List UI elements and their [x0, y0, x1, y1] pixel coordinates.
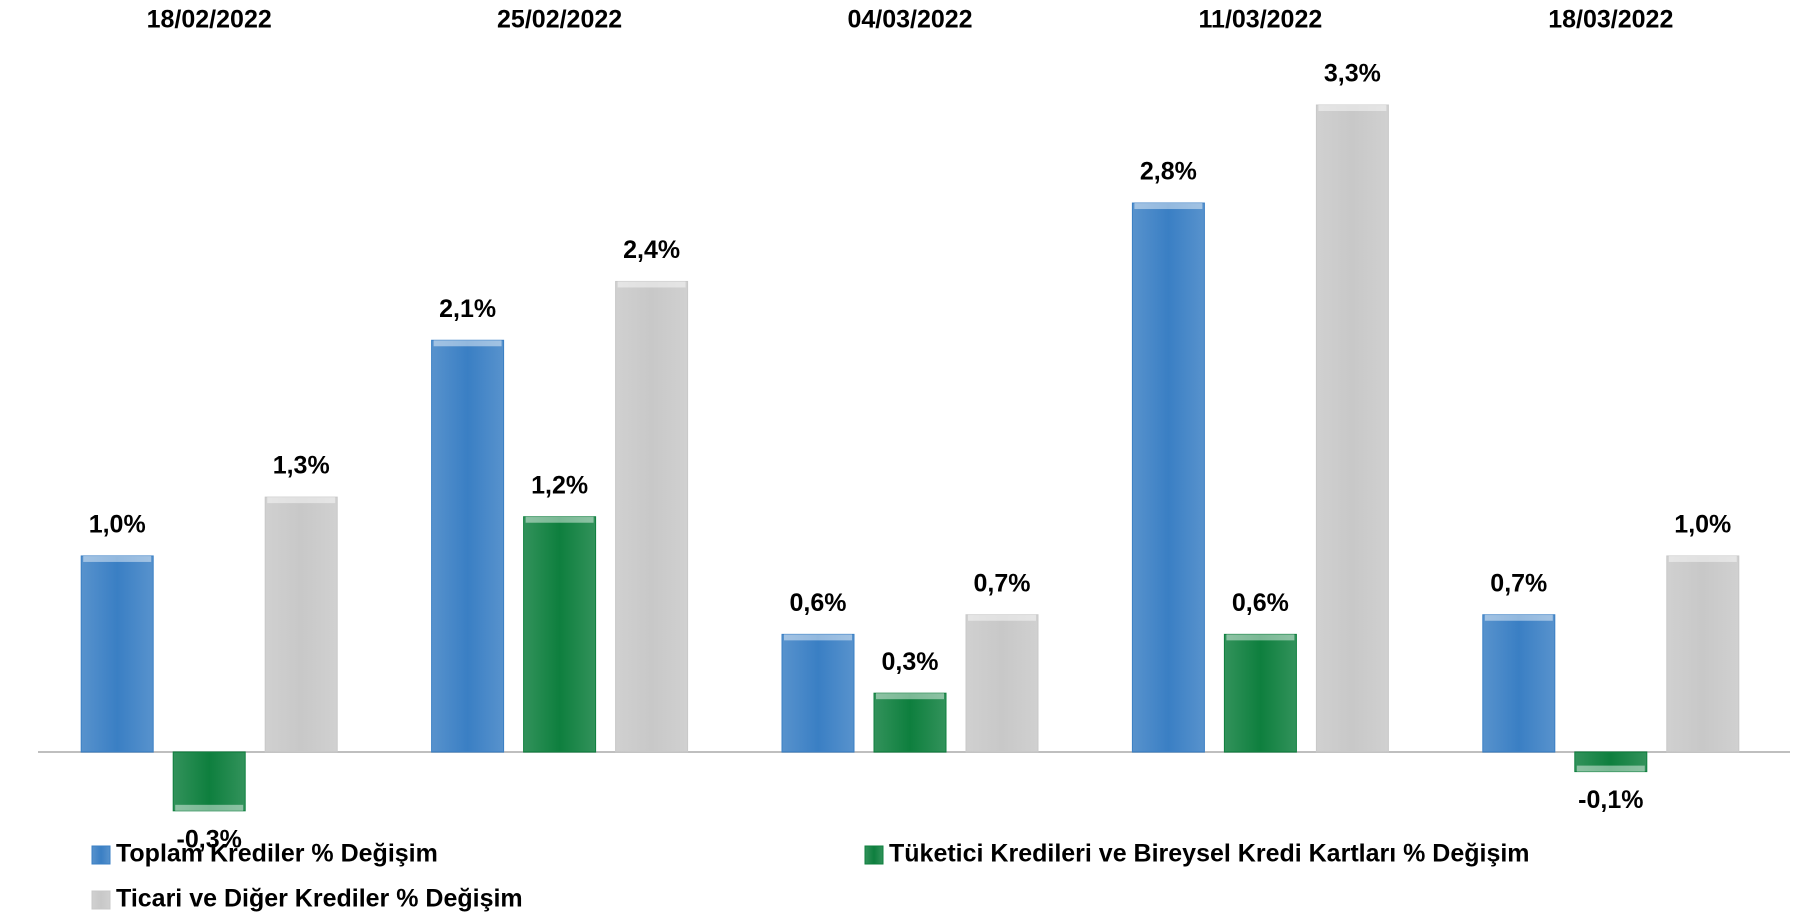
- bar: [781, 633, 855, 753]
- category-label: 11/03/2022: [1199, 6, 1323, 34]
- bar-highlight: [83, 555, 152, 562]
- bar: [264, 496, 338, 753]
- bar-highlight: [968, 614, 1036, 621]
- bar-highlight: [1226, 634, 1295, 641]
- bar-highlight: [433, 340, 502, 347]
- bar: [1482, 614, 1556, 753]
- legend-marker: [91, 890, 111, 910]
- legend-marker: [91, 845, 111, 865]
- category-label: 18/02/2022: [147, 6, 272, 34]
- bar-highlight: [1484, 614, 1553, 621]
- bar-highlight: [1668, 555, 1737, 562]
- bar-highlight: [1576, 765, 1645, 772]
- bar-highlight: [876, 693, 944, 700]
- bar-highlight: [1134, 203, 1203, 210]
- category-label: 18/03/2022: [1548, 6, 1673, 34]
- bar: [431, 339, 505, 753]
- value-label: 1,0%: [89, 511, 146, 539]
- bar: [615, 280, 689, 753]
- value-label: 2,1%: [439, 295, 496, 323]
- bar: [80, 555, 154, 753]
- legend-marker: [864, 845, 884, 865]
- bar-highlight: [617, 281, 686, 288]
- bar: [523, 516, 597, 753]
- bar: [1131, 202, 1205, 753]
- value-label: 1,0%: [1674, 511, 1731, 539]
- bar-highlight: [175, 804, 244, 811]
- legend-label: Toplam Krediler % Değişim: [116, 840, 438, 868]
- bar: [1666, 555, 1740, 753]
- bar: [1574, 751, 1648, 773]
- bar-highlight: [525, 516, 594, 523]
- value-label: 1,3%: [273, 452, 330, 480]
- bar-highlight: [1318, 105, 1387, 111]
- value-label: 0,6%: [1232, 589, 1289, 617]
- bar: [1315, 104, 1389, 753]
- legend-label: Ticari ve Diğer Krediler % Değişim: [116, 885, 523, 913]
- value-label: 0,7%: [974, 569, 1031, 597]
- bar-highlight: [784, 634, 852, 641]
- value-label: 0,6%: [790, 589, 847, 617]
- bar: [965, 614, 1039, 753]
- value-label: 0,7%: [1490, 569, 1547, 597]
- value-label: 1,2%: [531, 471, 588, 499]
- value-label: 0,3%: [882, 648, 939, 676]
- value-label: 2,8%: [1140, 158, 1197, 186]
- bar: [1223, 633, 1297, 753]
- category-label: 04/03/2022: [847, 6, 972, 34]
- bar: [172, 751, 246, 812]
- value-label: -0,1%: [1578, 786, 1643, 814]
- category-label: 25/02/2022: [497, 6, 622, 34]
- value-label: -0,3%: [177, 825, 242, 853]
- value-label: 3,3%: [1324, 60, 1381, 88]
- bar-highlight: [267, 497, 336, 504]
- value-label: 2,4%: [623, 236, 680, 264]
- bar: [873, 692, 947, 753]
- legend-label: Tüketici Kredileri ve Bireysel Kredi Kar…: [889, 840, 1530, 868]
